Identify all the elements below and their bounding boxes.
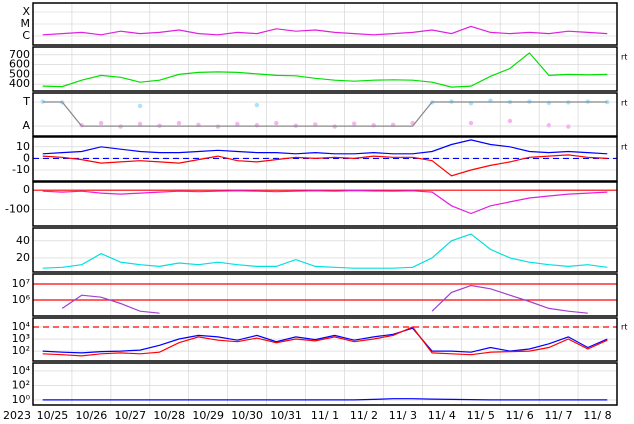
panel-note: rt [621, 53, 627, 62]
series-line [42, 326, 608, 357]
panel-note: rt [621, 323, 627, 332]
dot [274, 120, 279, 126]
dot [137, 121, 143, 127]
x-tick-label: 11/ 2 [350, 409, 378, 422]
x-tick-label: 10/30 [231, 409, 263, 422]
dot [546, 100, 552, 106]
dot [313, 122, 318, 127]
series-line [42, 398, 608, 401]
x-tick-label: 11/ 5 [467, 409, 495, 422]
y-tick-label: 40 [16, 234, 30, 247]
y-tick-label: 10⁷ [12, 277, 30, 290]
x-tick-label: 10/26 [76, 409, 108, 422]
x-tick-label: 10/29 [192, 409, 224, 422]
y-tick-label: 600 [9, 58, 30, 71]
x-tick-label: 10/27 [114, 409, 146, 422]
y-tick-label: 400 [9, 77, 30, 90]
panel-frame [32, 92, 618, 137]
y-tick-label: 20 [16, 251, 30, 264]
panel-frame [32, 273, 618, 317]
series-line [42, 154, 608, 177]
y-tick-label: 0 [23, 151, 30, 164]
panel-frame [32, 227, 618, 273]
y-tick-label: -100 [5, 203, 30, 216]
series-line [42, 233, 608, 269]
series-line [42, 25, 608, 36]
dot [468, 120, 474, 126]
y-tick-label: 10⁶ [12, 293, 31, 306]
panel-frame [32, 181, 618, 227]
y-tick-label: 10³ [12, 332, 30, 345]
dot [507, 118, 513, 124]
y-tick-label: M [21, 17, 31, 30]
dot [566, 124, 571, 129]
panel-frame [32, 136, 618, 182]
dot [176, 120, 182, 126]
y-tick-label: 10² [12, 378, 30, 391]
y-tick-label: A [22, 119, 30, 132]
dot [352, 121, 357, 126]
series-line [42, 327, 608, 354]
y-tick-label: 500 [9, 67, 30, 80]
year-label: 2023 [3, 409, 31, 422]
panel-frame [32, 2, 618, 46]
y-tick-label: 10² [12, 344, 30, 357]
y-tick-label: 700 [9, 48, 30, 61]
y-tick-label: 10 [16, 140, 30, 153]
y-tick-label: 0 [23, 183, 30, 196]
dot [254, 102, 260, 108]
dot [235, 121, 240, 127]
dot [546, 123, 552, 128]
x-tick-label: 10/31 [270, 409, 302, 422]
panel-note: rt [621, 143, 627, 152]
y-tick-label: 10⁴ [12, 364, 31, 377]
panel-note: rt [621, 99, 627, 108]
x-tick-label: 11/ 3 [389, 409, 417, 422]
series-line [42, 189, 608, 215]
y-tick-label: X [22, 5, 30, 18]
dot [254, 123, 260, 128]
dot [137, 103, 143, 109]
x-tick-label: 11/ 1 [311, 409, 339, 422]
y-tick-label: -10 [12, 163, 30, 176]
y-tick-label: 10⁰ [12, 393, 31, 406]
x-tick-label: 10/28 [153, 409, 185, 422]
series-line [61, 284, 588, 314]
dot [98, 120, 104, 126]
series-line [42, 139, 608, 155]
y-tick-label: 10⁴ [12, 320, 31, 333]
x-tick-label: 11/ 4 [428, 409, 456, 422]
x-tick-label: 10/25 [37, 409, 69, 422]
x-tick-label: 11/ 6 [506, 409, 534, 422]
dot [371, 123, 376, 128]
y-tick-label: T [22, 95, 30, 108]
x-tick-label: 11/ 7 [544, 409, 572, 422]
series-line [42, 52, 608, 88]
series-line [42, 101, 608, 127]
panel-frame [32, 46, 618, 92]
y-tick-label: C [22, 29, 30, 42]
panel-frame [32, 362, 618, 406]
x-tick-label: 11/ 8 [583, 409, 611, 422]
panel-frame [32, 317, 618, 362]
